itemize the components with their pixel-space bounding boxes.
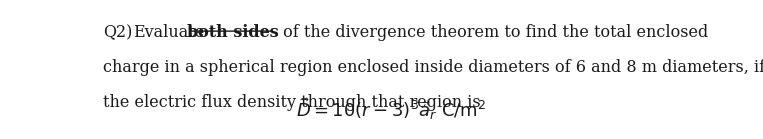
Text: Q2): Q2) (103, 24, 133, 41)
Text: the electric flux density through that region is: the electric flux density through that r… (103, 94, 481, 111)
Text: charge in a spherical region enclosed inside diameters of 6 and 8 m diameters, i: charge in a spherical region enclosed in… (103, 59, 763, 76)
Text: of the divergence theorem to find the total enclosed: of the divergence theorem to find the to… (278, 24, 708, 41)
Text: Evaluate: Evaluate (133, 24, 204, 41)
Text: both sides: both sides (187, 24, 278, 41)
Text: $\vec{D} = 10(r-3)^{3}\vec{a}_{r}\ \mathrm{C/m^{2}}$: $\vec{D} = 10(r-3)^{3}\vec{a}_{r}\ \math… (296, 96, 486, 122)
